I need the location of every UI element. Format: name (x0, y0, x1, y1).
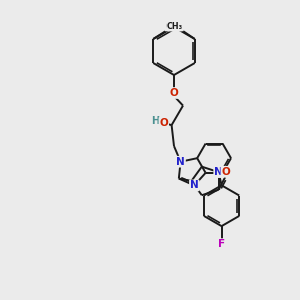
Text: H: H (151, 116, 160, 127)
Text: O: O (221, 167, 230, 177)
Text: O: O (159, 118, 168, 128)
Text: CH₃: CH₃ (167, 22, 183, 31)
Text: N: N (190, 180, 199, 190)
Text: O: O (169, 88, 178, 98)
Text: N: N (176, 157, 185, 167)
Text: N: N (214, 167, 223, 177)
Text: CH₃: CH₃ (165, 22, 182, 31)
Text: F: F (218, 239, 225, 249)
